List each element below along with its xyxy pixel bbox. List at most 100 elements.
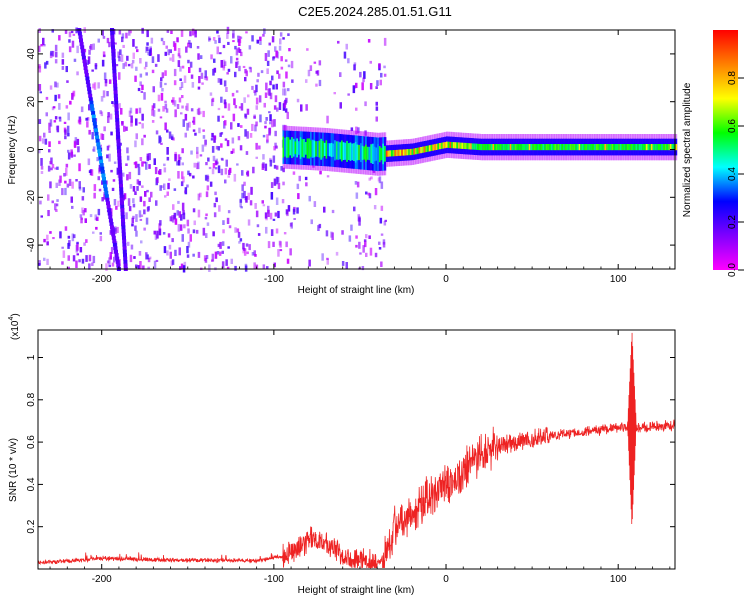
noise-cell (375, 116, 378, 122)
band-core (444, 142, 447, 149)
diagonal-trace-cell (116, 263, 121, 268)
band-core (489, 144, 492, 151)
diagonal-trace-cell (106, 204, 111, 209)
diagonal-trace-cell (104, 194, 109, 199)
noise-cell (325, 230, 329, 237)
diagonal-trace-cell (114, 249, 118, 254)
noise-cell (219, 78, 223, 85)
noise-cell (255, 142, 258, 150)
noise-cell (176, 37, 179, 43)
snr-y-ticks: 0.2 0.4 0.6 0.8 1 (26, 354, 675, 534)
band-core (432, 144, 435, 151)
noise-cell (139, 58, 142, 64)
noise-cell (211, 99, 214, 107)
band-core (487, 144, 490, 151)
noise-cell (380, 181, 384, 189)
noise-cell (48, 122, 51, 131)
noise-cell (72, 33, 76, 36)
noise-cell (246, 131, 249, 139)
noise-cell (88, 254, 92, 262)
noise-cell (274, 130, 277, 137)
noise-cell (223, 80, 227, 87)
noise-cell (54, 116, 58, 120)
noise-cell (130, 63, 134, 69)
noise-cell (78, 163, 81, 172)
noise-cell (362, 77, 365, 83)
band-core (630, 144, 633, 151)
band-core (633, 144, 636, 151)
band-core (552, 144, 555, 151)
noise-cell (217, 146, 220, 151)
noise-cell (38, 64, 41, 69)
noise-cell (219, 52, 222, 55)
noise-cell (283, 101, 286, 108)
noise-cell (253, 250, 256, 256)
noise-cell (305, 104, 308, 111)
noise-cell (64, 29, 68, 34)
noise-cell (240, 125, 243, 128)
noise-cell (78, 118, 82, 125)
noise-cell (195, 229, 199, 234)
noise-cell (278, 73, 281, 79)
noise-cell (187, 42, 190, 48)
noise-cell (50, 167, 53, 170)
noise-cell (151, 56, 155, 63)
noise-cell (112, 179, 116, 182)
noise-cell (128, 206, 132, 212)
band-core (509, 144, 512, 151)
noise-cell (258, 145, 261, 150)
noise-cell (347, 93, 350, 96)
noise-cell (359, 71, 362, 78)
spectrogram-x-axis-title: Height of straight line (km) (298, 285, 415, 296)
diagonal-trace-cell (117, 159, 122, 164)
noise-cell (38, 260, 41, 266)
noise-cell (125, 163, 128, 166)
noise-cell (174, 218, 178, 225)
noise-cell (169, 49, 172, 54)
noise-cell (216, 46, 219, 55)
noise-cell (263, 28, 266, 34)
band-core (396, 149, 399, 157)
noise-cell (87, 56, 91, 64)
noise-cell (354, 181, 358, 185)
noise-cell (82, 209, 85, 216)
noise-cell (52, 237, 55, 240)
noise-cell (169, 216, 173, 222)
noise-cell (159, 185, 162, 191)
noise-cell (130, 244, 134, 250)
x-tick-label: -100 (264, 274, 284, 285)
band-core (337, 141, 340, 160)
noise-cell (350, 224, 353, 231)
noise-cell (84, 218, 87, 223)
band-core (508, 144, 511, 151)
noise-cell (132, 52, 135, 59)
noise-cell (287, 88, 290, 92)
noise-cell (143, 92, 146, 100)
noise-cell (81, 196, 85, 201)
noise-cell (330, 231, 333, 238)
noise-cell (209, 181, 213, 187)
diagonal-trace-cell (103, 183, 108, 188)
band-core (353, 143, 356, 161)
noise-cell (204, 216, 208, 220)
noise-cell (362, 245, 365, 253)
noise-cell (224, 138, 228, 141)
band-core (656, 144, 659, 151)
noise-cell (143, 66, 147, 70)
band-core (609, 144, 612, 151)
diagonal-trace-cell (111, 48, 116, 53)
noise-cell (140, 214, 144, 217)
noise-cell (90, 169, 94, 176)
diagonal-trace-cell (122, 249, 127, 254)
noise-cell (197, 209, 201, 218)
band-core (439, 143, 442, 150)
spectrogram-y-axis-title: Frequency (Hz) (7, 116, 18, 185)
noise-cell (255, 105, 258, 110)
noise-cell (58, 140, 61, 145)
diagonal-trace-cell (79, 41, 84, 46)
diagonal-trace-cell (113, 90, 118, 95)
noise-cell (278, 102, 282, 110)
noise-cell (147, 266, 150, 270)
noise-cell (243, 248, 247, 256)
noise-cell (148, 197, 151, 202)
